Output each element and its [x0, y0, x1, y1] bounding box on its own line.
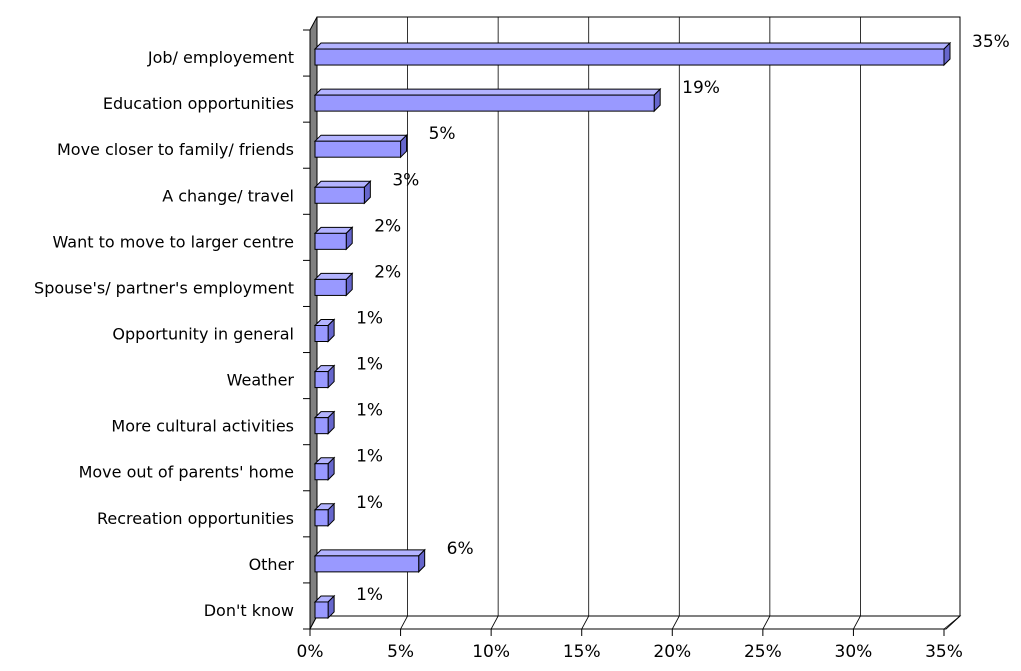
data-label: 1%	[356, 585, 383, 605]
bar	[314, 278, 347, 296]
bar	[314, 509, 329, 527]
category-label: Opportunity in general	[112, 325, 294, 344]
bar	[314, 94, 655, 112]
floor-gridline	[762, 615, 771, 630]
bar	[314, 463, 329, 481]
bar-top	[313, 134, 408, 142]
category-label: Spouse's/ partner's employment	[34, 278, 294, 297]
x-tick-label: 0%	[297, 642, 324, 662]
x-tick-label: 15%	[563, 642, 601, 662]
data-label: 1%	[356, 309, 383, 329]
x-tick-label: 20%	[653, 642, 691, 662]
bar	[314, 555, 420, 573]
bars-group	[313, 41, 952, 620]
floor-gridline	[853, 615, 861, 630]
category-label: Weather	[227, 371, 295, 390]
category-label: Education opportunities	[103, 94, 294, 113]
bar-top	[313, 88, 662, 96]
data-label: 1%	[356, 447, 383, 467]
category-label: Job/ employement	[147, 48, 294, 67]
x-tick-label: 25%	[744, 642, 782, 662]
plot-floor	[309, 615, 962, 630]
category-label: Move out of parents' home	[79, 463, 294, 482]
x-tick-label: 10%	[472, 642, 510, 662]
data-label: 2%	[374, 216, 401, 236]
bar-top	[313, 180, 372, 188]
category-label: A change/ travel	[162, 186, 294, 205]
bar-top	[313, 549, 426, 557]
data-label: 5%	[429, 124, 456, 144]
floor-gridline	[490, 615, 499, 630]
category-label: More cultural activities	[111, 417, 294, 436]
bar	[314, 601, 329, 619]
category-label: Other	[249, 555, 295, 574]
data-label: 6%	[447, 539, 474, 559]
bar	[314, 186, 365, 204]
data-label: 35%	[972, 32, 1010, 52]
data-label: 19%	[682, 78, 720, 98]
bar	[314, 48, 945, 66]
x-tick-label: 30%	[835, 642, 873, 662]
data-label: 1%	[356, 493, 383, 513]
plot-back-wall	[316, 16, 961, 617]
data-label: 1%	[356, 401, 383, 421]
data-label: 3%	[392, 170, 419, 190]
x-tick-label: 35%	[925, 642, 963, 662]
bar	[314, 325, 329, 342]
bar	[314, 232, 347, 250]
category-label: Recreation opportunities	[97, 509, 294, 528]
data-label: 2%	[374, 262, 401, 282]
floor-gridline	[943, 615, 961, 630]
bar	[314, 417, 329, 435]
data-label: 1%	[356, 355, 383, 375]
bar-top	[313, 42, 952, 50]
x-tick-label: 5%	[387, 642, 414, 662]
bar	[314, 140, 402, 158]
category-label: Move closer to family/ friends	[57, 140, 294, 159]
floor-gridline	[671, 615, 680, 630]
category-label: Don't know	[204, 601, 294, 620]
floor-gridline	[581, 615, 590, 630]
bar	[314, 371, 329, 389]
floor-gridline	[400, 615, 408, 630]
category-label: Want to move to larger centre	[52, 232, 294, 251]
